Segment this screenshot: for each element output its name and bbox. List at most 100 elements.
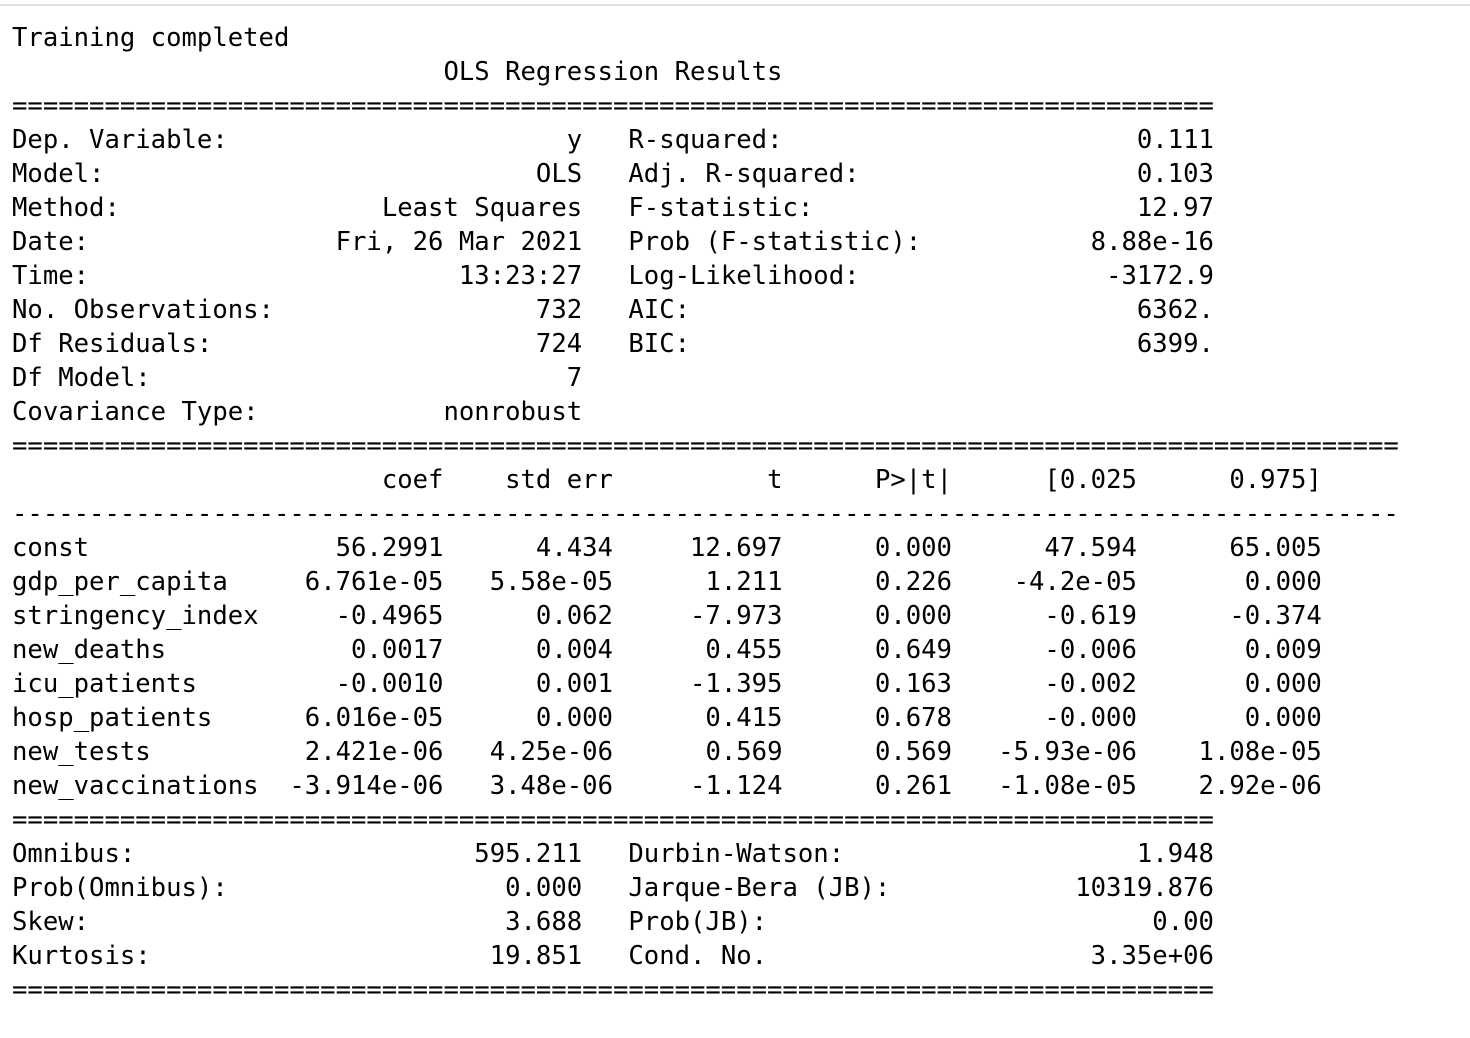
column-padding — [613, 601, 690, 631]
variable-name: new_deaths — [12, 635, 167, 665]
stat-label: Cond. No. — [628, 941, 768, 971]
column-padding — [443, 465, 505, 495]
stat-value: 0.111 — [1136, 125, 1214, 155]
coef-row: new_vaccinations -3.914e-06 3.48e-06 -1.… — [12, 769, 1399, 803]
column-padding — [952, 533, 1044, 563]
column-padding — [443, 533, 535, 563]
coef-value: 2.92e-06 — [1198, 771, 1322, 801]
column-padding — [443, 567, 489, 597]
stat-label: Skew: — [12, 907, 90, 937]
column-padding — [582, 873, 628, 903]
coef-value: 0.678 — [874, 703, 952, 733]
variable-name: icu_patients — [12, 669, 197, 699]
coef-value: 3.48e-06 — [489, 771, 613, 801]
column-padding — [952, 737, 998, 767]
column-padding — [89, 907, 505, 937]
variable-name: stringency_index — [12, 601, 259, 631]
column-padding — [613, 465, 767, 495]
column-padding — [582, 839, 628, 869]
coef-value: 47.594 — [1044, 533, 1137, 563]
column-padding — [890, 873, 1075, 903]
stat-value: 6362. — [1136, 295, 1214, 325]
stat-value: 8.88e-16 — [1090, 227, 1214, 257]
column-padding — [120, 193, 382, 223]
column-padding — [767, 941, 1091, 971]
model-info-row: Dep. Variable: y R-squared: 0.111 — [12, 123, 1399, 157]
coef-value: -5.93e-06 — [998, 737, 1137, 767]
coef-value: 0.569 — [705, 737, 783, 767]
column-padding — [782, 465, 874, 495]
stat-value: 1.948 — [1136, 839, 1214, 869]
column-padding — [1137, 601, 1229, 631]
column-padding — [582, 907, 628, 937]
column-padding — [582, 193, 628, 223]
status-line: Training completed — [12, 23, 290, 53]
column-padding — [582, 329, 628, 359]
stat-value: -3172.9 — [1106, 261, 1214, 291]
coef-value: -1.08e-05 — [998, 771, 1137, 801]
model-info-row: Model: OLS Adj. R-squared: 0.103 — [12, 157, 1399, 191]
column-padding — [690, 295, 1137, 325]
stat-label: R-squared: — [628, 125, 783, 155]
column-padding — [690, 329, 1137, 359]
stat-label: Df Residuals: — [12, 329, 213, 359]
stat-value: 3.35e+06 — [1090, 941, 1214, 971]
column-padding — [952, 669, 1044, 699]
column-padding — [782, 737, 874, 767]
coef-value: 0.004 — [535, 635, 613, 665]
stat-value: 12.97 — [1136, 193, 1214, 223]
column-padding — [582, 227, 628, 257]
coef-value: 1.211 — [705, 567, 783, 597]
column-padding — [212, 329, 536, 359]
separator-double: ========================================… — [12, 805, 1214, 835]
stat-label: Df Model: — [12, 363, 151, 393]
coef-value: 0.000 — [874, 601, 952, 631]
column-padding — [767, 907, 1152, 937]
column-padding — [782, 567, 874, 597]
column-padding — [443, 635, 535, 665]
coef-row: new_tests 2.421e-06 4.25e-06 0.569 0.569… — [12, 735, 1399, 769]
column-padding — [782, 703, 874, 733]
column-padding — [259, 601, 336, 631]
coef-row: new_deaths 0.0017 0.004 0.455 0.649 -0.0… — [12, 633, 1399, 667]
column-padding — [860, 159, 1137, 189]
column-header: coef — [381, 465, 444, 495]
model-info-row: No. Observations: 732 AIC: 6362. — [12, 293, 1399, 327]
coef-value: -1.124 — [690, 771, 783, 801]
column-padding — [782, 533, 874, 563]
variable-name: new_vaccinations — [12, 771, 259, 801]
coef-value: 0.226 — [874, 567, 952, 597]
column-padding — [151, 363, 567, 393]
variable-name: new_tests — [12, 737, 151, 767]
stat-value: 595.211 — [474, 839, 583, 869]
stat-value: y — [566, 125, 583, 155]
column-padding — [952, 703, 1044, 733]
column-padding — [443, 601, 535, 631]
stat-label: Prob(JB): — [628, 907, 768, 937]
stat-label: Omnibus: — [12, 839, 136, 869]
column-padding — [782, 771, 874, 801]
variable-name: gdp_per_capita — [12, 567, 228, 597]
column-padding — [952, 465, 1044, 495]
coef-value: -3.914e-06 — [289, 771, 444, 801]
coef-value: 6.761e-05 — [304, 567, 444, 597]
separator-double: ========================================… — [12, 91, 1214, 121]
diagnostics-section: Omnibus: 595.211 Durbin-Watson: 1.948 Pro… — [12, 837, 1399, 973]
column-padding — [1137, 771, 1199, 801]
variable-name: hosp_patients — [12, 703, 213, 733]
stat-value: 7 — [566, 363, 583, 393]
column-padding — [860, 261, 1107, 291]
coef-value: -0.002 — [1044, 669, 1137, 699]
column-padding — [582, 941, 628, 971]
column-padding — [952, 601, 1044, 631]
column-padding — [921, 227, 1091, 257]
column-padding — [443, 703, 535, 733]
diagnostics-row: Omnibus: 595.211 Durbin-Watson: 1.948 — [12, 837, 1399, 871]
title-indent — [12, 57, 443, 87]
model-info-section: Dep. Variable: y R-squared: 0.111 Model: … — [12, 123, 1399, 429]
separator-single-wide: ----------------------------------------… — [12, 499, 1399, 529]
coef-value: 6.016e-05 — [304, 703, 444, 733]
stat-value: 6399. — [1136, 329, 1214, 359]
coef-value: 12.697 — [690, 533, 783, 563]
column-padding — [151, 941, 490, 971]
